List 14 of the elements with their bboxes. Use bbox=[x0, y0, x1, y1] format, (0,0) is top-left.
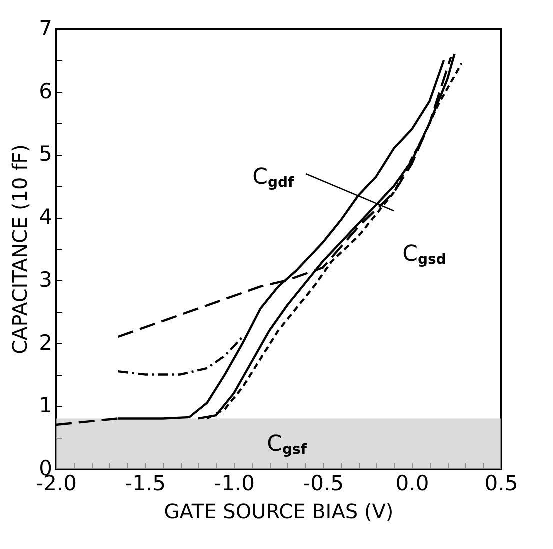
y-tick-label: 4 bbox=[39, 205, 52, 230]
y-tick-label: 5 bbox=[39, 142, 52, 166]
x-tick-label: -1.5 bbox=[125, 472, 166, 496]
y-tick-label: 3 bbox=[39, 268, 52, 292]
y-axis-title: CAPACITANCE (10 fF) bbox=[8, 144, 32, 354]
y-tick-label: 1 bbox=[39, 394, 52, 418]
x-tick-label: 0.0 bbox=[396, 472, 430, 496]
x-tick-label: -1.0 bbox=[214, 472, 255, 496]
y-tick-label: 7 bbox=[39, 16, 52, 40]
y-tick-label: 2 bbox=[39, 330, 52, 355]
x-tick-label: -0.5 bbox=[303, 472, 344, 496]
y-tick-label: 6 bbox=[39, 79, 52, 104]
x-axis-title: GATE SOURCE BIAS (V) bbox=[164, 500, 394, 524]
x-tick-label: 0.5 bbox=[484, 472, 518, 496]
